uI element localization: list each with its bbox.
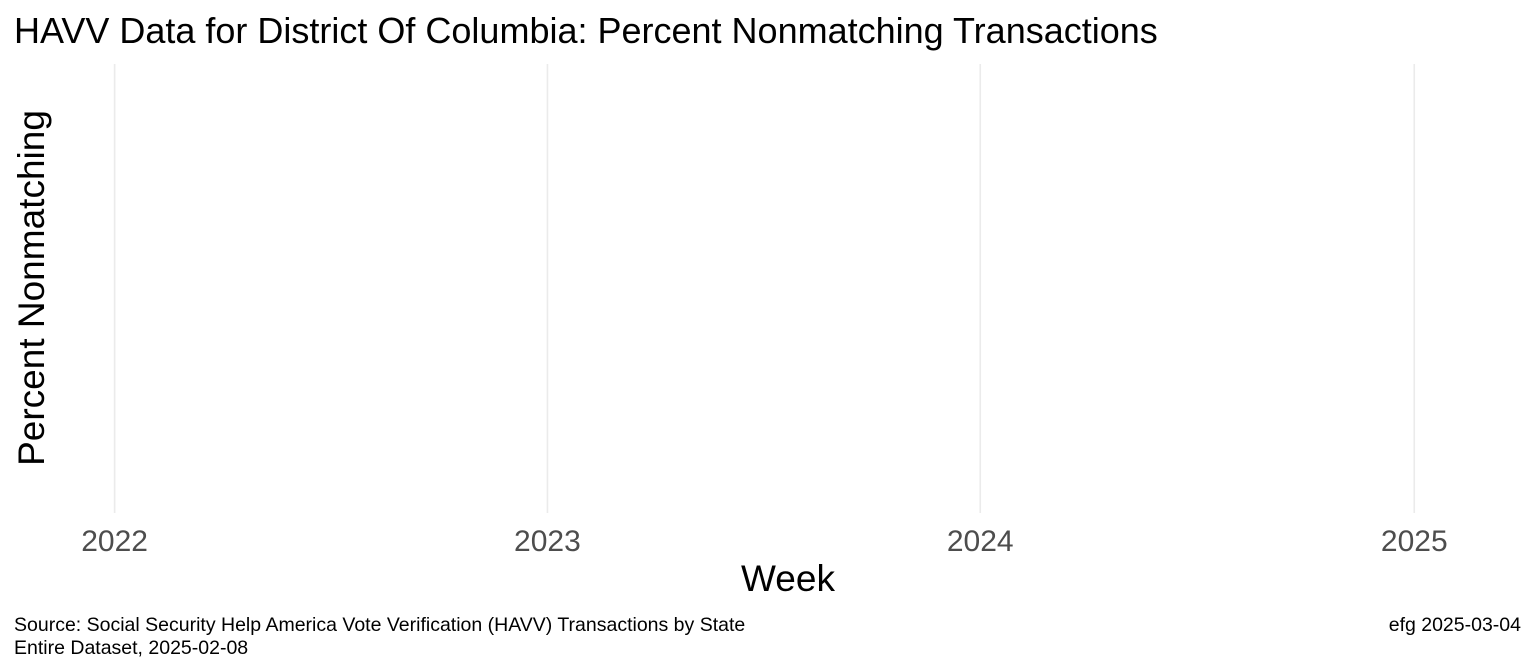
x-tick-label-2025: 2025: [1381, 525, 1448, 558]
chart-title: HAVV Data for District Of Columbia: Perc…: [14, 10, 1158, 51]
x-tick-label-2023: 2023: [514, 525, 581, 558]
x-tick-labels: 2022 2023 2024 2025: [81, 525, 1447, 558]
gridlines: [113, 64, 1416, 513]
x-axis-title: Week: [741, 558, 835, 599]
x-tick-label-2022: 2022: [81, 525, 148, 558]
caption-credit: efg 2025-03-04: [1389, 614, 1521, 636]
caption-source-line-1: Source: Social Security Help America Vot…: [14, 614, 745, 636]
y-axis-title: Percent Nonmatching: [11, 110, 52, 466]
x-tick-label-2024: 2024: [947, 525, 1014, 558]
caption-source-line-2: Entire Dataset, 2025-02-08: [14, 637, 248, 659]
